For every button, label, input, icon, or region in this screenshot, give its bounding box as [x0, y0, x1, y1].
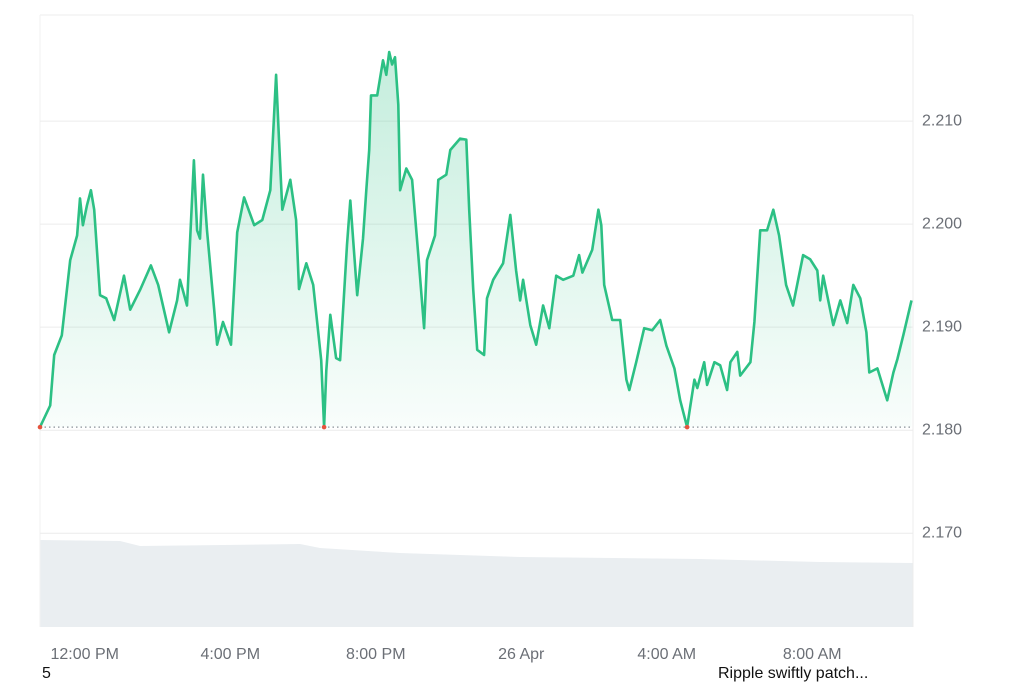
y-tick-label: 2.190 [922, 318, 962, 335]
price-area [40, 52, 912, 428]
y-tick-label: 2.200 [922, 215, 962, 232]
low-point [684, 424, 690, 430]
footer-right[interactable]: Ripple swiftly patch... [718, 665, 868, 682]
low-point [37, 424, 43, 430]
marks [37, 50, 913, 430]
price-line [38, 50, 913, 429]
x-tick-label: 4:00 AM [637, 646, 696, 663]
footer-left: 5 [42, 665, 51, 682]
y-tick-label: 2.180 [922, 421, 962, 438]
grid: 2.170 2.180 2.190 2.200 2.210 12:00 PM 4:00 PM… [40, 112, 962, 663]
x-tick-label: 8:00 PM [346, 646, 406, 663]
low-point [321, 424, 327, 430]
x-tick-label: 8:00 AM [783, 646, 842, 663]
x-tick-label: 12:00 PM [50, 646, 118, 663]
y-tick-label: 2.170 [922, 524, 962, 541]
volume-area [40, 540, 913, 627]
x-tick-label: 4:00 PM [200, 646, 260, 663]
y-tick-label: 2.210 [922, 112, 962, 129]
x-tick-label: 26 Apr [498, 646, 545, 663]
